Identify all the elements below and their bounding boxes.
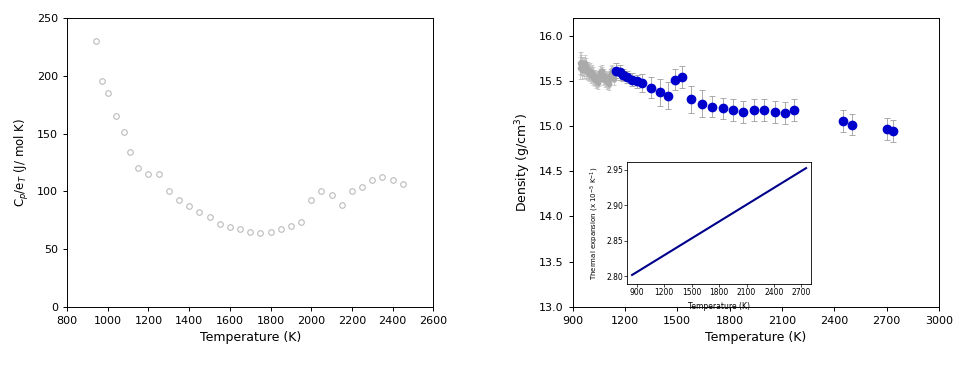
Y-axis label: C$_p$/e$_T$ (J/ mol K): C$_p$/e$_T$ (J/ mol K) [13,118,32,207]
Y-axis label: Density (g/cm$^{3}$): Density (g/cm$^{3}$) [513,113,534,212]
X-axis label: Temperature (K): Temperature (K) [705,331,807,344]
X-axis label: Temperature (K): Temperature (K) [199,331,301,344]
